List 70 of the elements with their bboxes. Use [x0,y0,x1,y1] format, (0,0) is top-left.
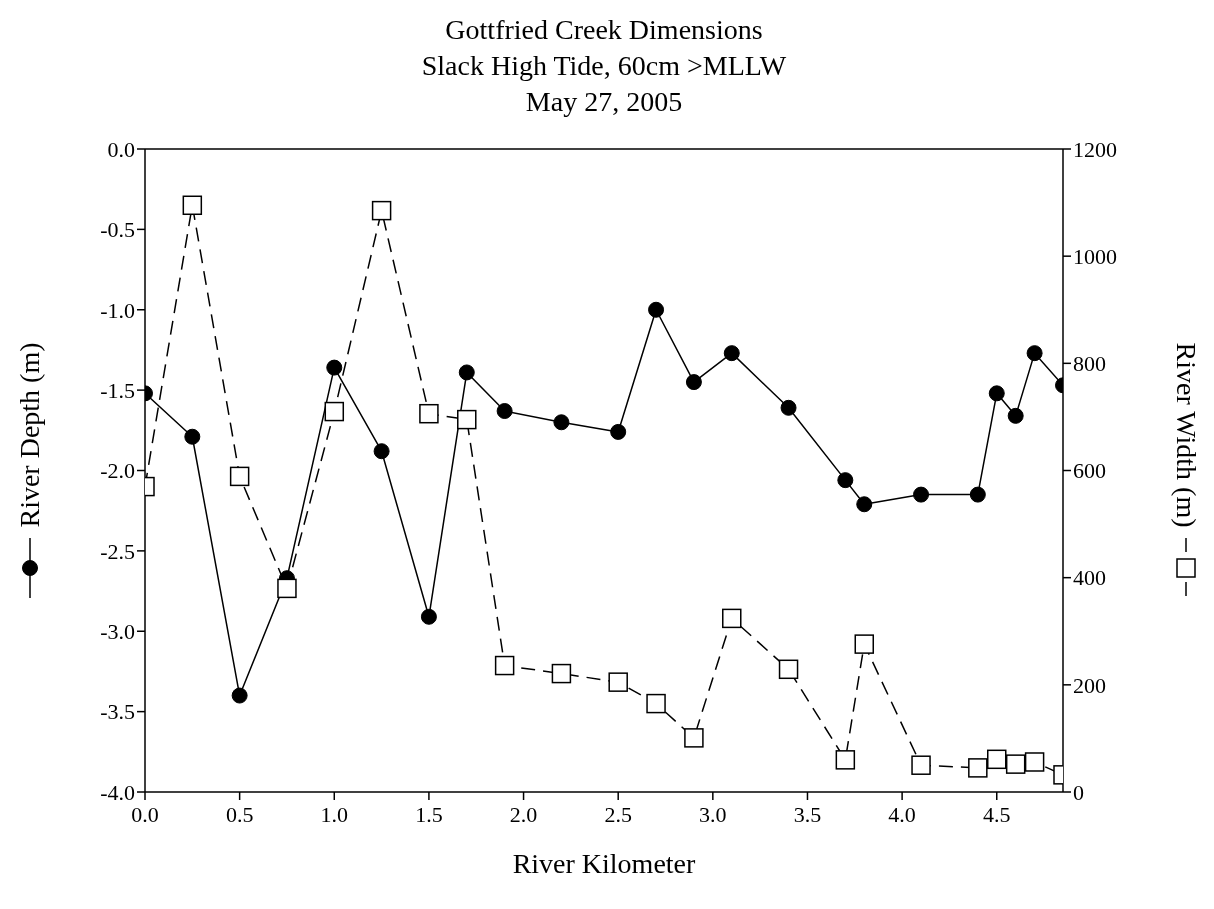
x-tick-label: 1.0 [320,801,349,827]
point [457,409,477,430]
chart-subtitle: Slack High Tide, 60cm >MLLW May 27, 2005 [420,49,788,119]
point [608,672,628,692]
point [324,401,345,422]
y2-tick-label: 0 [1073,779,1084,805]
point [494,655,515,676]
point [553,414,570,431]
point [419,403,439,424]
point [1007,407,1024,424]
y-tick-label: -2.0 [100,458,135,484]
point [835,750,856,770]
y2-tick-label: 1000 [1073,243,1117,269]
point [229,466,250,487]
point [778,659,799,680]
y2-tick-label: 800 [1073,351,1106,377]
x-tick-label: 3.0 [699,801,727,827]
point [231,687,248,704]
point [184,428,201,445]
x-tick-label: 0.5 [225,801,254,827]
y-tick-label: -1.5 [100,377,135,403]
x-tick-label: 2.5 [604,801,632,827]
point [969,486,986,503]
point [988,385,1005,402]
x-axis-title: River Kilometer [511,848,697,880]
y-tick-label: -3.0 [100,619,135,645]
point [685,374,702,391]
point [373,443,390,460]
y2-axis-title: River Width (m) [1170,342,1202,528]
y2-tick-label: 600 [1073,458,1106,484]
y-tick-label: -1.0 [100,297,135,323]
point [420,608,437,625]
y-axis-title: River Depth (m) [14,342,46,528]
point [723,345,740,362]
point [182,195,203,216]
point [987,749,1007,770]
point [610,423,627,440]
point [837,472,854,489]
y-tick-label: -2.5 [100,538,135,564]
point [551,663,572,684]
x-tick-label: 4.0 [888,801,916,827]
point [1024,752,1045,772]
point [1005,754,1026,774]
point [854,634,875,654]
y-tick-label: -0.5 [100,217,135,243]
point [371,200,392,221]
point [913,486,930,503]
x-tick-label: 3.5 [793,801,822,827]
point [648,301,665,318]
point [646,693,666,714]
point [968,758,988,778]
y2-tick-label: 200 [1073,672,1106,698]
chart-title: Gottfried Creek Dimensions [444,13,764,47]
point [458,364,475,381]
y-tick-label: -3.5 [100,699,135,725]
point [722,608,742,629]
point [326,359,343,376]
x-tick-label: 4.5 [983,801,1011,827]
point [780,399,797,416]
y2-tick-label: 1200 [1073,136,1117,162]
point [684,728,704,748]
point [496,403,513,420]
point [1026,345,1043,362]
x-tick-label: 2.0 [509,801,538,827]
x-tick-label: 1.5 [415,801,443,827]
y-tick-label: 0.0 [107,136,135,162]
point [856,496,873,513]
point [277,578,297,599]
point [911,755,931,775]
y2-tick-label: 400 [1073,565,1106,591]
